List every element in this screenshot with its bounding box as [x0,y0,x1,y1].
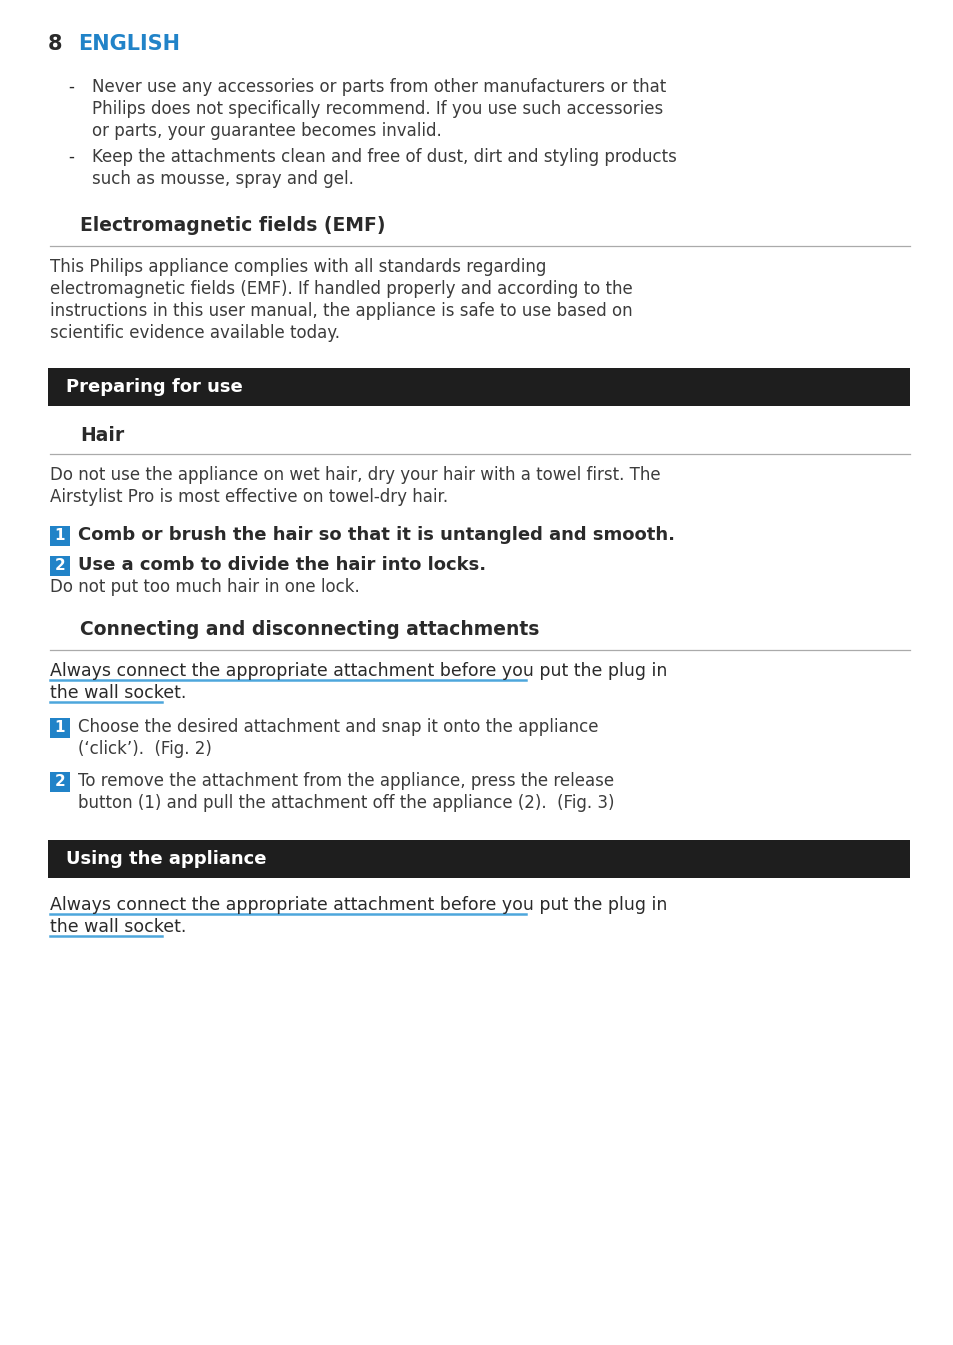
Text: To remove the attachment from the appliance, press the release: To remove the attachment from the applia… [78,772,614,790]
Bar [50,555,70,576]
Bar [50,718,70,738]
Text: -: - [68,78,73,95]
Text: the wall socket.: the wall socket. [50,919,186,936]
Text: Philips does not specifically recommend. If you use such accessories: Philips does not specifically recommend.… [91,100,662,118]
Text: Use a comb to divide the hair into locks.: Use a comb to divide the hair into locks… [78,555,486,574]
Text: Airstylist Pro is most effective on towel-dry hair.: Airstylist Pro is most effective on towe… [50,488,448,506]
Text: Keep the attachments clean and free of dust, dirt and styling products: Keep the attachments clean and free of d… [91,148,677,165]
Text: 8: 8 [48,34,63,54]
Text: Do not use the appliance on wet hair, dry your hair with a towel first. The: Do not use the appliance on wet hair, dr… [50,465,659,484]
Text: Never use any accessories or parts from other manufacturers or that: Never use any accessories or parts from … [91,78,665,95]
Bar [48,369,909,406]
Text: (‘click’).  (Fig. 2): (‘click’). (Fig. 2) [78,740,212,759]
Text: Always connect the appropriate attachment before you put the plug in: Always connect the appropriate attachmen… [50,662,667,681]
Text: Do not put too much hair in one lock.: Do not put too much hair in one lock. [50,578,359,596]
Text: Hair: Hair [80,426,124,445]
Text: such as mousse, spray and gel.: such as mousse, spray and gel. [91,169,354,188]
Text: electromagnetic fields (EMF). If handled properly and according to the: electromagnetic fields (EMF). If handled… [50,280,632,299]
Text: Preparing for use: Preparing for use [66,378,242,395]
Text: instructions in this user manual, the appliance is safe to use based on: instructions in this user manual, the ap… [50,303,632,320]
Text: 1: 1 [54,529,65,543]
Text: -: - [68,148,73,165]
Text: scientific evidence available today.: scientific evidence available today. [50,324,339,342]
Bar [50,526,70,546]
Text: button (1) and pull the attachment off the appliance (2).  (Fig. 3): button (1) and pull the attachment off t… [78,794,614,812]
Text: Electromagnetic fields (EMF): Electromagnetic fields (EMF) [80,217,385,235]
Bar [48,841,909,878]
Text: Always connect the appropriate attachment before you put the plug in: Always connect the appropriate attachmen… [50,896,667,915]
Bar [50,772,70,792]
Text: or parts, your guarantee becomes invalid.: or parts, your guarantee becomes invalid… [91,122,441,140]
Text: This Philips appliance complies with all standards regarding: This Philips appliance complies with all… [50,258,546,276]
Text: 2: 2 [54,775,66,790]
Text: ENGLISH: ENGLISH [78,34,180,54]
Text: 1: 1 [54,721,65,736]
Text: the wall socket.: the wall socket. [50,685,186,702]
Text: Choose the desired attachment and snap it onto the appliance: Choose the desired attachment and snap i… [78,718,598,736]
Text: Comb or brush the hair so that it is untangled and smooth.: Comb or brush the hair so that it is unt… [78,526,675,543]
Text: 2: 2 [54,558,66,573]
Text: Using the appliance: Using the appliance [66,850,266,868]
Text: Connecting and disconnecting attachments: Connecting and disconnecting attachments [80,620,538,639]
